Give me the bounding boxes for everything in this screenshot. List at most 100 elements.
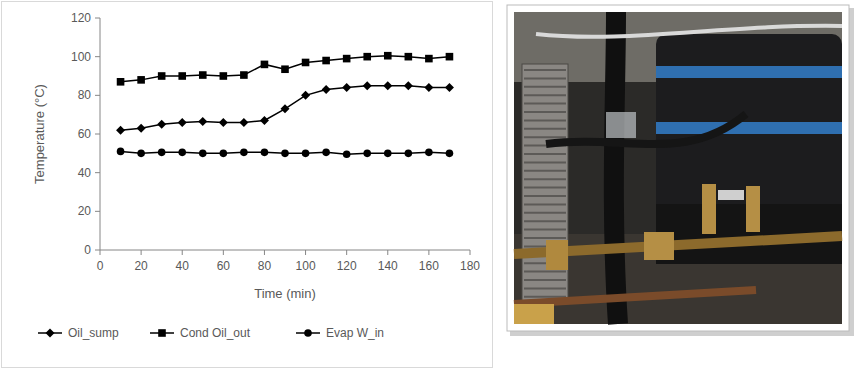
data-point [322,85,331,94]
exchanger-fin [524,136,566,138]
brass-valve [746,186,760,232]
exchanger-fin [524,69,566,71]
data-point [178,149,186,157]
data-point [425,55,433,63]
data-point [261,149,269,157]
data-point [445,83,454,92]
exchanger-fin [524,77,566,79]
x-tick [264,250,265,255]
x-tick-label: 180 [460,259,480,273]
exchanger [522,64,568,304]
data-point [301,91,310,100]
data-point [220,150,228,158]
compressor-band [656,122,842,134]
hose [546,114,746,144]
exchanger-fin [524,119,566,121]
series-line [121,86,450,130]
data-point [260,116,269,125]
data-point [137,76,145,84]
exchanger-fin [524,279,566,281]
compressor-band [656,66,842,78]
legend-label: Evap W_in [326,326,384,340]
exchanger-fin [524,229,566,231]
chart: 020406080100120020406080100120140160180T… [0,0,496,374]
data-point [302,150,310,158]
data-point [281,150,289,158]
y-tick-label: 120 [71,11,91,25]
data-point [261,61,269,69]
data-point [404,81,413,90]
y-tick [95,18,100,19]
data-point [384,150,392,158]
exchanger-fin [524,111,566,113]
photo-background [514,12,842,324]
y-tick-label: 40 [78,166,92,180]
data-point [219,118,228,127]
data-point [405,53,413,61]
data-point [137,124,146,133]
plot-area [116,52,454,158]
data-point [363,81,372,90]
x-tick [223,250,224,255]
y-axis-label: Temperature (°C) [32,84,47,184]
x-tick-label: 60 [217,259,231,273]
photo [506,4,856,338]
exchanger-fin [524,103,566,105]
x-tick-label: 80 [258,259,272,273]
data-point [343,55,351,63]
data-point [116,126,125,135]
copper-pipe [514,290,756,304]
x-tick-label: 100 [296,259,316,273]
legend-marker [304,329,312,337]
y-tick [95,134,100,135]
data-point [424,83,433,92]
valve-fitting [718,190,744,200]
data-point [240,149,248,157]
y-tick [95,211,100,212]
exchanger-fin [524,237,566,239]
clamp [606,112,636,138]
y-tick [95,56,100,57]
x-axis-line [100,250,470,251]
exchanger-fin [524,203,566,205]
y-tick-label: 100 [71,50,91,64]
exchanger-fin [524,271,566,273]
data-point [199,71,207,79]
legend-marker [46,329,55,338]
y-tick-label: 80 [78,88,92,102]
exchanger-fin [524,195,566,197]
data-point [178,118,187,127]
y-tick-label: 0 [84,243,91,257]
exchanger-fin [524,153,566,155]
x-tick-label: 20 [134,259,148,273]
data-point [158,72,166,80]
x-tick-label: 40 [176,259,190,273]
x-tick [100,250,101,255]
data-point [446,53,454,61]
data-point [363,150,371,158]
data-point [322,57,330,65]
cable [536,26,842,37]
exchanger-fin [524,128,566,130]
data-point [199,150,207,158]
x-tick [428,250,429,255]
data-point [117,148,125,156]
data-point [405,150,413,158]
exchanger-fin [524,170,566,172]
hose [614,12,618,324]
exchanger-fin [524,187,566,189]
x-tick [141,250,142,255]
data-point [158,149,166,157]
data-point [240,71,248,79]
x-tick [346,250,347,255]
legend-marker [158,329,166,337]
x-tick-label: 140 [378,259,398,273]
y-tick [95,95,100,96]
x-tick [470,250,471,255]
data-point [117,78,125,86]
data-point [384,52,392,60]
x-tick-label: 120 [337,259,357,273]
data-point [178,72,186,80]
exchanger-fin [524,212,566,214]
photo-shadow [510,8,854,336]
